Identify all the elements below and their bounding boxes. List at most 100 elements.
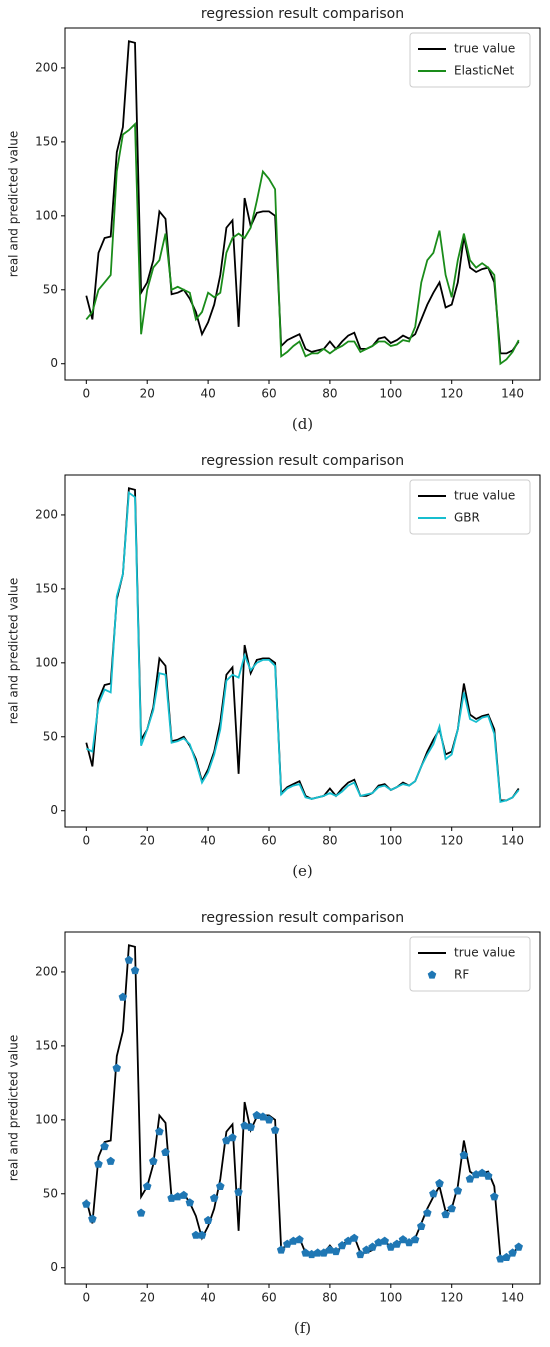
x-tick-label: 120 [440,834,463,848]
marker [264,1115,274,1124]
y-tick-label: 200 [35,60,58,74]
y-tick-label: 150 [35,581,58,595]
legend-label: RF [454,968,469,982]
chart-title: regression result comparison [201,6,404,22]
marker [295,1235,304,1244]
marker [179,1190,188,1199]
y-axis-label: real and predicted value [7,578,21,724]
x-tick-label: 80 [322,1291,337,1305]
y-axis-label: real and predicted value [7,131,21,277]
chart-title: regression result comparison [201,453,404,469]
marker [356,1249,365,1259]
marker [94,1159,103,1168]
marker [404,1238,414,1247]
legend-box [409,936,531,992]
y-tick-label: 100 [35,1112,58,1126]
marker [410,1235,420,1244]
marker [325,1245,335,1254]
y-tick-label: 50 [43,729,58,743]
y-tick-label: 100 [35,655,58,669]
marker [380,1236,389,1245]
marker [252,1110,262,1119]
y-tick-label: 50 [43,282,58,296]
marker [502,1252,511,1261]
y-axis-label: real and predicted value [7,1035,21,1181]
plot-frame [64,931,541,1285]
x-tick-label: 100 [379,1291,402,1305]
x-tick-label: 40 [200,834,215,848]
marker [484,1171,493,1180]
marker [112,1063,121,1072]
marker [197,1230,207,1239]
series-line [85,122,520,366]
y-tick-label: 200 [35,507,58,521]
marker [240,1121,249,1130]
marker [429,1189,438,1198]
marker [441,1210,450,1219]
x-tick-label: 140 [501,1291,524,1305]
marker [386,1242,396,1251]
marker [246,1122,255,1131]
marker [155,1127,164,1136]
caption: (f) [294,1319,311,1337]
marker [350,1233,359,1242]
legend-box [409,32,531,88]
marker [276,1245,286,1254]
y-tick-label: 0 [50,1260,58,1274]
x-tick-label: 100 [379,834,402,848]
marker [118,992,128,1001]
marker [185,1198,195,1207]
marker [130,966,140,975]
x-tick-label: 0 [82,1291,90,1305]
series-line [85,40,520,355]
marker [362,1245,371,1254]
marker [124,955,134,964]
marker [88,1214,97,1223]
x-tick-label: 0 [82,834,90,848]
marker [508,1248,517,1257]
marker [142,1181,152,1190]
marker [417,1221,426,1230]
x-tick-label: 0 [82,387,90,401]
marker [100,1142,109,1151]
caption: (e) [292,862,313,880]
marker [343,1236,353,1245]
marker [203,1215,213,1224]
x-tick-label: 140 [501,387,524,401]
x-tick-label: 40 [200,387,215,401]
y-tick-label: 200 [35,964,58,978]
plot-frame [64,27,541,381]
caption: (d) [292,415,313,433]
marker [514,1242,523,1251]
x-tick-label: 20 [140,834,155,848]
marker [490,1192,499,1201]
marker [191,1230,201,1239]
legend-label: true value [454,42,515,56]
marker [222,1136,231,1145]
y-tick-label: 100 [35,208,58,222]
x-tick-label: 80 [322,834,337,848]
marker [319,1248,329,1257]
marker [331,1247,341,1256]
marker [447,1204,456,1213]
marker [459,1150,469,1159]
marker [283,1239,292,1248]
y-tick-label: 150 [35,134,58,148]
marker [82,1199,91,1208]
marker [423,1208,432,1217]
x-tick-label: 40 [200,1291,215,1305]
x-tick-label: 140 [501,834,524,848]
x-tick-label: 60 [261,387,276,401]
x-tick-label: 100 [379,387,402,401]
x-tick-label: 80 [322,387,337,401]
marker [465,1174,475,1183]
series-line [85,487,520,802]
series-line [85,491,520,804]
marker [106,1156,115,1165]
marker [216,1181,225,1190]
x-tick-label: 120 [440,1291,463,1305]
y-tick-label: 0 [50,803,58,817]
x-tick-label: 20 [140,387,155,401]
marker [149,1156,158,1165]
